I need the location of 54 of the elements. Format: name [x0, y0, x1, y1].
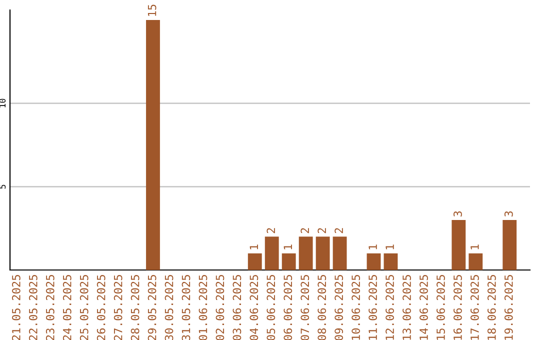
- bar: [146, 20, 160, 270]
- bar: [248, 253, 262, 270]
- x-tick-label: 16.06.2025: [454, 275, 462, 340]
- data-label: 1: [250, 244, 258, 250]
- x-tick-label: 26.05.2025: [96, 275, 106, 340]
- data-label: 2: [300, 228, 309, 234]
- bar: [282, 253, 296, 270]
- x-tick-label: 15.06.2025: [436, 275, 445, 340]
- x-tick-label: 01.06.2025: [198, 275, 208, 340]
- x-tick-label: 03.06.2025: [232, 275, 242, 340]
- bar: [502, 220, 517, 270]
- data-label: 1: [284, 244, 292, 250]
- x-tick-label: 27.05.2025: [114, 275, 122, 340]
- x-tick-label: 31.05.2025: [182, 275, 190, 340]
- x-tick-label: 09.06.2025: [334, 275, 344, 340]
- data-label: 3: [504, 211, 513, 216]
- x-tick-label: 08.06.2025: [318, 275, 326, 340]
- x-tick-label: 06.06.2025: [284, 275, 292, 340]
- bar: [264, 236, 279, 270]
- x-tick-label: 05.06.2025: [266, 275, 276, 340]
- data-label: 2: [266, 228, 275, 234]
- bar: [332, 236, 347, 270]
- x-tick-label: 18.06.2025: [487, 275, 496, 340]
- x-tick-label: 28.05.2025: [130, 275, 140, 340]
- data-label: 15: [148, 4, 156, 16]
- x-tick-label: 14.06.2025: [420, 275, 428, 340]
- data-label: 3: [454, 211, 462, 216]
- bar: [452, 220, 466, 270]
- x-tick-label: 21.05.2025: [12, 275, 20, 340]
- x-tick-label: 11.06.2025: [368, 275, 378, 340]
- bar: [298, 236, 313, 270]
- x-tick-label: 07.06.2025: [300, 275, 310, 340]
- x-tick-label: 19.06.2025: [504, 275, 513, 340]
- bar: [316, 236, 330, 270]
- x-tick-label: 30.05.2025: [164, 275, 174, 340]
- bar: [384, 253, 398, 270]
- x-tick-label: 02.06.2025: [216, 275, 224, 340]
- x-tick-label: 04.06.2025: [250, 275, 258, 340]
- x-tick-label: 12.06.2025: [386, 275, 394, 340]
- data-label: 1: [470, 244, 479, 250]
- x-tick-label: 10.06.2025: [352, 275, 360, 340]
- x-tick-label: 23.05.2025: [46, 275, 54, 340]
- x-tick-label: 13.06.2025: [402, 275, 411, 340]
- data-label: 2: [334, 228, 343, 234]
- x-tick-label: 29.05.2025: [148, 275, 156, 340]
- bar: [366, 253, 381, 270]
- x-tick-label: 17.06.2025: [470, 275, 479, 340]
- data-label: 2: [318, 228, 326, 234]
- x-tick-label: 25.05.2025: [80, 275, 88, 340]
- x-tick-label: 24.05.2025: [62, 275, 72, 340]
- bar: [468, 253, 483, 270]
- data-label: 1: [368, 244, 377, 250]
- data-label: 1: [386, 244, 394, 250]
- x-tick-label: 22.05.2025: [28, 275, 38, 340]
